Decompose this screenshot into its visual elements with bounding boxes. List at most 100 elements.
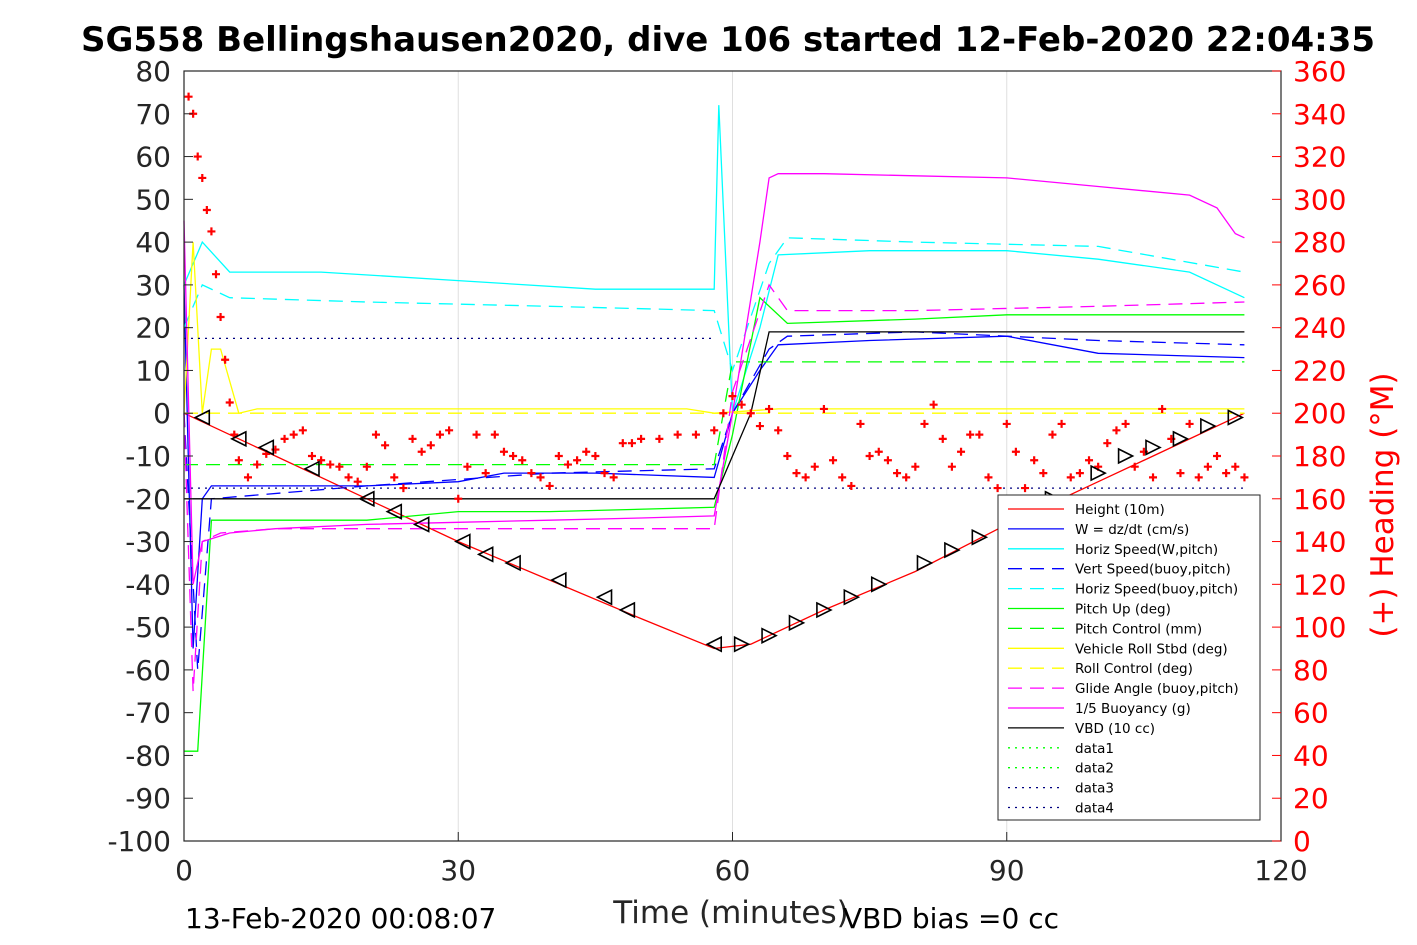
series-line-11 xyxy=(184,331,1245,500)
vbd-marker xyxy=(618,601,636,619)
heading-marker xyxy=(847,481,856,490)
right-tick-label: 340 xyxy=(1293,98,1346,131)
vbd-marker xyxy=(193,409,211,426)
heading-marker xyxy=(1121,419,1130,428)
legend-entry-0: Height (10m) xyxy=(1075,502,1165,518)
left-tick-label: 80 xyxy=(135,55,171,88)
heading-marker xyxy=(353,477,362,486)
left-tick-label: -20 xyxy=(125,483,171,516)
series-line-9 xyxy=(183,283,1245,692)
right-tick-label: 200 xyxy=(1293,397,1346,430)
heading-marker xyxy=(829,456,838,465)
vbd-marker xyxy=(1090,464,1107,482)
heading-marker xyxy=(536,473,545,482)
vbd-marker xyxy=(257,439,275,456)
heading-marker xyxy=(783,452,792,460)
left-tick-labels: -100-90-80-70-60-50-40-30-20-10010203040… xyxy=(107,55,171,858)
heading-marker xyxy=(975,430,984,439)
heading-marker xyxy=(792,469,801,478)
heading-marker xyxy=(445,426,454,435)
heading-marker xyxy=(1021,484,1030,493)
heading-marker xyxy=(582,447,591,456)
heading-marker xyxy=(655,434,664,443)
left-tick-label: -70 xyxy=(125,697,171,730)
heading-marker xyxy=(737,400,746,409)
heading-marker xyxy=(938,434,947,443)
series-line-1 xyxy=(183,284,1245,649)
heading-marker xyxy=(819,404,828,413)
vbd-marker xyxy=(550,571,567,589)
vbd-marker xyxy=(788,614,806,632)
heading-marker xyxy=(920,419,929,428)
legend-entry-7: Vehicle Roll Stbd (deg) xyxy=(1075,641,1228,657)
x-tick-label: 90 xyxy=(989,854,1025,887)
heading-marker xyxy=(362,462,371,471)
heading-marker xyxy=(883,456,892,465)
legend-entry-11: VBD (10 cc) xyxy=(1075,721,1155,737)
right-tick-label: 20 xyxy=(1293,782,1329,815)
heading-marker xyxy=(1057,419,1066,428)
right-tick-label: 320 xyxy=(1293,141,1346,174)
heading-marker xyxy=(966,430,975,439)
heading-marker xyxy=(810,462,819,471)
series-line-4 xyxy=(183,237,1245,373)
heading-marker xyxy=(993,484,1002,493)
heading-marker xyxy=(499,447,508,456)
heading-marker xyxy=(893,469,902,478)
left-tick-label: 20 xyxy=(135,312,171,345)
heading-marker xyxy=(984,473,993,482)
heading-marker xyxy=(454,494,463,503)
heading-marker xyxy=(874,447,883,456)
left-tick-label: 0 xyxy=(153,397,171,430)
heading-marker xyxy=(865,452,874,460)
heading-marker xyxy=(335,462,344,471)
heading-marker xyxy=(280,434,289,443)
heading-marker xyxy=(472,430,481,439)
heading-marker xyxy=(801,473,810,482)
heading-marker xyxy=(390,473,399,482)
vbd-marker xyxy=(870,576,888,593)
vbd-marker xyxy=(916,554,934,572)
heading-marker xyxy=(1002,419,1011,428)
legend-entry-9: Glide Angle (buoy,pitch) xyxy=(1075,681,1239,697)
heading-marker xyxy=(1066,473,1075,482)
vbd-marker xyxy=(1145,439,1162,456)
vbd-marker xyxy=(1200,417,1217,435)
vbd-marker xyxy=(504,554,521,572)
left-tick-label: 40 xyxy=(135,226,171,259)
heading-marker xyxy=(371,430,380,439)
vbd-marker xyxy=(816,601,833,619)
heading-marker xyxy=(618,439,627,448)
heading-marker xyxy=(426,441,435,450)
legend-entry-12: data1 xyxy=(1075,741,1114,757)
heading-marker xyxy=(326,460,335,469)
heading-marker xyxy=(399,484,408,493)
series-line-3 xyxy=(183,331,1245,670)
vbd-marker xyxy=(843,588,861,606)
heading-marker xyxy=(408,434,417,443)
heading-marker xyxy=(463,462,472,471)
legend-entry-13: data2 xyxy=(1075,761,1114,777)
heading-marker xyxy=(1011,447,1020,456)
vbd-marker xyxy=(1172,430,1190,448)
right-tick-label: 180 xyxy=(1293,440,1346,473)
heading-marker xyxy=(509,452,518,460)
heading-marker xyxy=(193,152,202,161)
heading-marker xyxy=(225,398,234,407)
series-line-5 xyxy=(184,296,1245,752)
heading-marker xyxy=(344,473,353,482)
heading-marker xyxy=(838,473,847,482)
heading-marker xyxy=(1112,426,1121,435)
heading-marker xyxy=(911,462,920,471)
heading-marker xyxy=(691,430,700,439)
chart-title: SG558 Bellingshausen2020, dive 106 start… xyxy=(81,20,1375,60)
heading-marker xyxy=(1030,456,1039,465)
heading-marker xyxy=(728,392,737,401)
left-tick-label: -100 xyxy=(107,825,171,858)
vbd-marker xyxy=(1117,447,1135,465)
legend: Height (10m) W = dz/dt (cm/s) Horiz Speed(… xyxy=(997,494,1261,821)
legend-entry-4: Horiz Speed(buoy,pitch) xyxy=(1075,582,1238,598)
left-tick-label: 10 xyxy=(135,354,171,387)
heading-marker xyxy=(545,481,554,490)
